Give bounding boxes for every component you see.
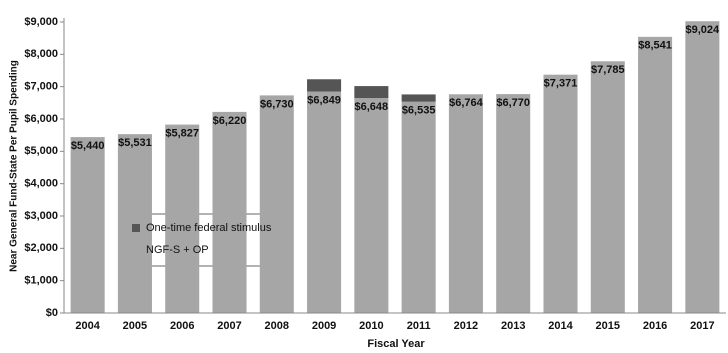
y-tick-label: $3,000 bbox=[24, 210, 58, 222]
bar-segment bbox=[117, 134, 152, 313]
x-tick-label: 2008 bbox=[265, 320, 289, 332]
bar-segment bbox=[401, 94, 436, 102]
x-tick-label: 2015 bbox=[596, 320, 620, 332]
value-label: $5,531 bbox=[118, 137, 152, 149]
bar-segment bbox=[685, 21, 720, 314]
bar-segment bbox=[543, 74, 578, 314]
x-tick-label: 2011 bbox=[407, 320, 431, 332]
x-tick-label: 2007 bbox=[217, 320, 241, 332]
legend-label: NGF-S + OP bbox=[146, 244, 209, 256]
bar-segment bbox=[496, 94, 531, 313]
x-tick-label: 2010 bbox=[359, 320, 383, 332]
x-tick-label: 2017 bbox=[690, 320, 714, 332]
value-label: $6,648 bbox=[355, 101, 389, 113]
y-tick-label: $0 bbox=[46, 307, 58, 319]
bar-segment bbox=[165, 124, 200, 314]
value-label: $6,535 bbox=[402, 105, 436, 117]
x-tick-label: 2005 bbox=[123, 320, 147, 332]
y-tick-label: $6,000 bbox=[24, 113, 58, 125]
value-label: $6,764 bbox=[449, 97, 484, 109]
bar-segment bbox=[354, 86, 389, 99]
x-tick-label: 2004 bbox=[75, 320, 100, 332]
x-tick-label: 2014 bbox=[548, 320, 573, 332]
bar-segment bbox=[307, 91, 342, 313]
y-tick-label: $4,000 bbox=[24, 178, 58, 190]
y-tick-label: $5,000 bbox=[24, 145, 58, 157]
legend-label: One-time federal stimulus bbox=[146, 222, 272, 234]
bar-segment bbox=[401, 101, 436, 314]
value-label: $7,785 bbox=[591, 64, 625, 76]
value-label: $6,220 bbox=[213, 115, 247, 127]
x-tick-label: 2012 bbox=[454, 320, 478, 332]
x-axis-title: Fiscal Year bbox=[367, 338, 425, 350]
y-axis-title: Near General Fund-State Per Pupil Spendi… bbox=[9, 60, 20, 272]
x-tick-label: 2006 bbox=[170, 320, 194, 332]
y-tick-label: $9,000 bbox=[24, 16, 58, 28]
x-tick-label: 2016 bbox=[643, 320, 667, 332]
value-label: $9,024 bbox=[686, 24, 721, 36]
value-label: $5,827 bbox=[165, 127, 199, 139]
bar-segment bbox=[590, 61, 625, 313]
bar-segment bbox=[448, 94, 483, 313]
value-label: $6,770 bbox=[496, 97, 530, 109]
bar-segment bbox=[259, 95, 294, 313]
bar-segment bbox=[307, 79, 342, 92]
value-label: $5,440 bbox=[71, 140, 105, 152]
value-label: $6,849 bbox=[307, 94, 341, 106]
bar-segment bbox=[70, 137, 105, 313]
legend-swatch bbox=[132, 224, 140, 232]
value-label: $7,371 bbox=[544, 78, 578, 90]
value-label: $8,541 bbox=[638, 40, 672, 52]
y-tick-label: $1,000 bbox=[24, 275, 58, 287]
value-label: $6,730 bbox=[260, 98, 294, 110]
legend-swatch bbox=[132, 246, 140, 254]
x-tick-label: 2013 bbox=[501, 320, 525, 332]
bar-segment bbox=[212, 111, 247, 314]
bar-segment bbox=[638, 36, 673, 313]
y-tick-label: $8,000 bbox=[24, 48, 58, 60]
y-tick-label: $2,000 bbox=[24, 242, 58, 254]
x-tick-label: 2009 bbox=[312, 320, 336, 332]
bar-segment bbox=[354, 98, 389, 313]
y-tick-label: $7,000 bbox=[24, 81, 58, 93]
